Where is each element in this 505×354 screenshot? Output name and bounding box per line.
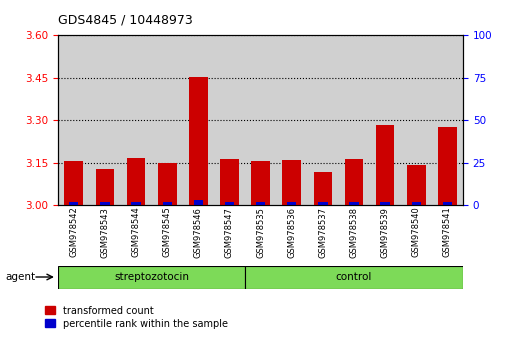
Bar	[120, 35, 152, 205]
Bar	[348, 202, 358, 205]
Bar	[251, 161, 269, 205]
Bar	[162, 202, 172, 205]
Bar	[313, 172, 332, 205]
Bar	[224, 202, 234, 205]
Bar	[442, 202, 451, 205]
Bar	[131, 202, 140, 205]
Bar	[100, 202, 110, 205]
Bar	[244, 35, 276, 205]
Text: control: control	[335, 272, 372, 282]
Bar	[69, 202, 78, 205]
Bar	[214, 35, 244, 205]
Bar	[256, 202, 265, 205]
Bar	[182, 35, 214, 205]
Bar	[338, 35, 369, 205]
Bar	[318, 202, 327, 205]
Bar	[286, 202, 296, 205]
Bar	[95, 169, 114, 205]
Text: agent: agent	[5, 272, 35, 282]
Legend: transformed count, percentile rank within the sample: transformed count, percentile rank withi…	[45, 306, 227, 329]
Bar	[431, 35, 462, 205]
Bar	[244, 266, 462, 289]
Bar	[406, 165, 425, 205]
Text: streptozotocin: streptozotocin	[114, 272, 189, 282]
Text: GDS4845 / 10448973: GDS4845 / 10448973	[58, 13, 192, 27]
Bar	[188, 77, 207, 205]
Bar	[193, 200, 203, 205]
Bar	[152, 35, 182, 205]
Bar	[89, 35, 120, 205]
Bar	[344, 159, 363, 205]
Bar	[58, 35, 89, 205]
Bar	[369, 35, 400, 205]
Bar	[282, 160, 300, 205]
Bar	[220, 159, 238, 205]
Bar	[411, 202, 420, 205]
Bar	[58, 266, 244, 289]
Bar	[380, 202, 389, 205]
Bar	[400, 35, 431, 205]
Bar	[307, 35, 338, 205]
Bar	[64, 161, 83, 205]
Bar	[375, 125, 394, 205]
Bar	[126, 158, 145, 205]
Bar	[158, 163, 176, 205]
Bar	[276, 35, 307, 205]
Bar	[437, 127, 456, 205]
